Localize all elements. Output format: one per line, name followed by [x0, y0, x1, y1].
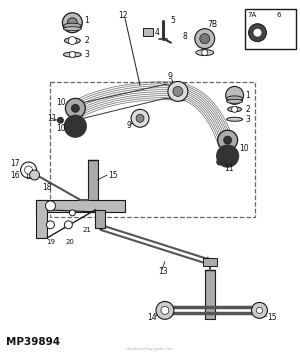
Text: 11: 11 [225, 164, 234, 173]
Text: 10: 10 [240, 144, 249, 153]
Circle shape [224, 136, 232, 144]
Ellipse shape [63, 23, 81, 28]
Circle shape [217, 159, 223, 165]
Text: 7B: 7B [208, 20, 218, 29]
Circle shape [256, 307, 262, 313]
Text: 8: 8 [182, 32, 187, 41]
Text: MP39894: MP39894 [6, 337, 60, 347]
Text: 12: 12 [118, 11, 128, 20]
Circle shape [68, 18, 77, 28]
Circle shape [46, 221, 54, 229]
Text: 2: 2 [84, 36, 89, 45]
Circle shape [251, 302, 268, 318]
Circle shape [131, 109, 149, 127]
Circle shape [46, 201, 56, 211]
Circle shape [68, 37, 76, 45]
Text: 4: 4 [155, 28, 160, 37]
Text: 9: 9 [126, 121, 131, 130]
Circle shape [232, 106, 238, 112]
Ellipse shape [226, 96, 243, 101]
Ellipse shape [226, 117, 243, 121]
Ellipse shape [63, 27, 81, 31]
Circle shape [57, 117, 63, 123]
Bar [205, 269, 215, 320]
Circle shape [25, 166, 32, 174]
Text: 6: 6 [276, 12, 281, 18]
Bar [244, 9, 296, 49]
Circle shape [161, 306, 169, 315]
Text: 1: 1 [246, 91, 250, 100]
Circle shape [65, 98, 85, 118]
Ellipse shape [64, 38, 80, 44]
Ellipse shape [228, 107, 242, 112]
Circle shape [217, 145, 238, 167]
Text: 16: 16 [11, 170, 20, 180]
Circle shape [64, 115, 86, 137]
Text: 13: 13 [158, 267, 168, 276]
Circle shape [248, 24, 266, 42]
Circle shape [254, 29, 262, 37]
Circle shape [30, 170, 40, 180]
Text: 9: 9 [168, 72, 173, 81]
Circle shape [69, 210, 75, 216]
Circle shape [69, 51, 75, 58]
Text: 11: 11 [47, 114, 57, 123]
Circle shape [156, 301, 174, 320]
Text: 5: 5 [170, 16, 175, 25]
Text: 19: 19 [46, 239, 55, 245]
Text: 18: 18 [43, 184, 52, 192]
Bar [88, 160, 98, 205]
Circle shape [168, 81, 188, 102]
Circle shape [71, 104, 79, 112]
Circle shape [64, 221, 72, 229]
Text: 7A: 7A [248, 12, 257, 18]
Text: 21: 21 [82, 227, 91, 233]
Ellipse shape [63, 52, 81, 57]
Text: 1: 1 [84, 16, 89, 25]
Ellipse shape [226, 99, 243, 103]
Circle shape [200, 34, 210, 44]
Text: 15: 15 [108, 170, 118, 180]
Bar [143, 28, 153, 36]
Text: 10: 10 [56, 98, 66, 107]
Text: rendered by jacks Inc.: rendered by jacks Inc. [126, 347, 174, 351]
Text: 3: 3 [246, 115, 250, 124]
Bar [203, 258, 217, 266]
Text: 14: 14 [147, 313, 157, 322]
Text: 20: 20 [66, 239, 75, 245]
Bar [95, 210, 105, 228]
Circle shape [136, 114, 144, 122]
Text: 3: 3 [84, 50, 89, 59]
Text: 17: 17 [11, 159, 20, 168]
Ellipse shape [196, 50, 214, 56]
Circle shape [195, 29, 215, 49]
Bar [35, 200, 125, 212]
Bar [50, 82, 254, 217]
Circle shape [62, 13, 82, 33]
Text: 15: 15 [268, 313, 277, 322]
Text: 10: 10 [56, 124, 66, 133]
Text: 2: 2 [246, 105, 250, 114]
Bar [35, 200, 47, 238]
Circle shape [173, 86, 183, 96]
Circle shape [202, 50, 208, 56]
Circle shape [226, 86, 244, 104]
Circle shape [218, 130, 238, 150]
